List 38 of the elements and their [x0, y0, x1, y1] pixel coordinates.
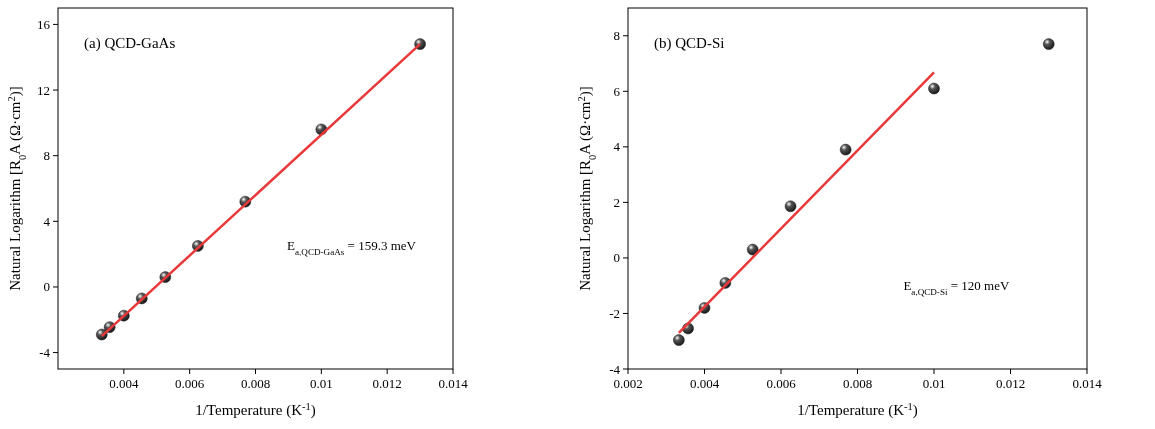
text: (a) QCD-GaAs: [84, 35, 176, 52]
x-tick-label: 0.004: [689, 376, 720, 391]
point: [1043, 38, 1055, 50]
annotation: E$_{a,QCD-Si}$ = 120 meV: [903, 277, 1010, 297]
x-tick-label: 0.012: [372, 376, 402, 391]
y-tick-label: 0: [43, 279, 50, 295]
y-tick-label: 6: [613, 83, 621, 99]
y-tick-label: 4: [613, 139, 621, 155]
x-tick-label: 0.006: [766, 376, 797, 391]
x-tick-label: 0.002: [613, 376, 643, 391]
y-tick-label: 8: [43, 148, 50, 164]
y-tick-label: 2: [613, 194, 620, 210]
point: [784, 200, 797, 213]
x-axis-title: 1/Temperature (K$^{-1}$): [797, 400, 918, 419]
point: [839, 143, 852, 156]
y-tick-label: -4: [39, 345, 51, 361]
y-tick-label: 12: [37, 82, 50, 98]
x-tick-label: 0.006: [175, 376, 205, 391]
x-tick-label: 0.012: [995, 376, 1026, 391]
text: (b) QCD-Si: [654, 35, 725, 52]
y-tick-label: 0: [613, 250, 620, 266]
x-tick-label: 0.01: [309, 376, 333, 391]
point: [746, 243, 759, 256]
x-tick-label: 0.008: [240, 376, 271, 391]
y-tick-label: -4: [609, 361, 621, 377]
y-tick-label: 8: [613, 28, 620, 44]
y-tick-label: -2: [609, 305, 620, 321]
annotation: E$_{a,QCD-GaAs}$ = 159.3 meV: [287, 237, 417, 257]
point: [673, 334, 685, 346]
x-axis-title: 1/Temperature (K$^{-1}$): [195, 400, 316, 419]
x-tick-label: 0.014: [438, 376, 469, 391]
x-tick-label: 0.01: [922, 376, 946, 391]
point: [928, 82, 940, 95]
y-tick-label: 4: [43, 213, 51, 229]
x-tick-label: 0.004: [109, 376, 139, 391]
y-tick-label: 16: [37, 16, 51, 32]
x-tick-label: 0.014: [1072, 376, 1103, 391]
x-tick-label: 0.008: [842, 376, 873, 391]
